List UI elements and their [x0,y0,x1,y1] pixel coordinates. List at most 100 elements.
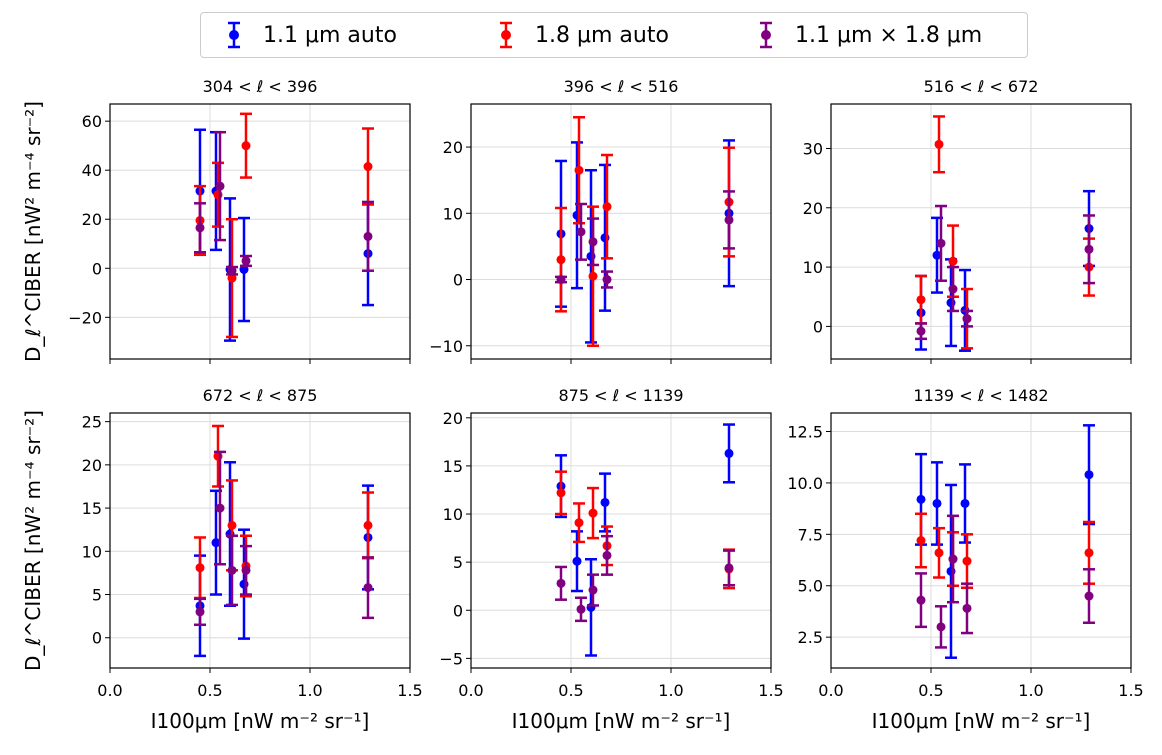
y-tick-label: −5 [439,649,463,668]
data-point [239,265,249,275]
subplot-title: 516 < ℓ < 672 [924,77,1039,96]
y-tick-label: 20 [82,210,102,229]
y-tick-label: 5 [453,553,463,572]
x-tick-label: 0.0 [97,681,122,700]
x-tick-label: 1.5 [397,681,422,700]
data-point [227,273,237,283]
subplot-title: 396 < ℓ < 516 [564,77,679,96]
data-point [960,498,970,508]
data-point [556,275,566,285]
data-point [724,448,734,458]
y-tick-label: 20 [443,409,463,428]
series-800080 [555,190,735,289]
y-tick-label: 25 [82,413,102,432]
y-tick-label: 10.0 [787,474,823,493]
y-tick-label: 20 [82,456,102,475]
legend-item-purple: 1.1 μm × 1.8 μm [751,13,982,57]
x-axis-label: I100μm [nW m⁻² sr⁻¹] [512,709,731,733]
y-tick-label: 0 [92,259,102,278]
subplot-title: 672 < ℓ < 875 [203,386,318,405]
data-point [556,488,566,498]
legend-swatch-blue [228,21,240,49]
data-point [1084,244,1094,254]
data-point [588,585,598,595]
y-tick-label: 15 [443,457,463,476]
axes-frame [109,412,411,669]
series-800080 [555,534,735,623]
y-tick-label: 0 [453,271,463,290]
legend-swatch-red [500,21,512,49]
x-tick-label: 1.0 [297,681,322,700]
legend-swatch-dot [501,30,511,40]
legend: 1.1 μm auto 1.8 μm auto 1.1 μm × 1.8 μm [200,12,1028,58]
subplot-4: 0 5 10 15 20 25 0.0 0.5 1.0 1.5 672 < ℓ < 875 I100μ… [21,386,423,733]
data-point [934,139,944,149]
data-point [576,604,586,614]
data-point [1084,470,1094,480]
data-point [363,162,373,172]
data-point [916,536,926,545]
y-tick-label: 15 [82,499,102,518]
y-tick-label: −20 [68,308,102,327]
data-point [588,237,598,247]
y-tick-label: 10 [82,542,102,561]
data-point [602,202,612,212]
x-tick-label: 1.5 [1118,681,1143,700]
series-800080 [915,514,1095,649]
axes-frame [109,103,411,360]
x-axis-label: I100μm [nW m⁻² sr⁻¹] [151,709,370,733]
y-tick-label: 0 [453,601,463,620]
data-point [556,255,566,265]
data-point [948,256,958,266]
data-point [576,227,586,237]
data-point [1084,548,1094,558]
data-point [227,565,237,575]
data-point [724,215,734,225]
axes-frame [830,103,1132,360]
data-point [572,556,582,566]
data-point [916,595,926,605]
data-point [241,256,251,266]
y-tick-label: 40 [82,161,102,180]
subplot-5: −5 0 5 10 15 20 0.0 0.5 1.0 1.5 875 < ℓ < 1139 I100… [439,386,783,733]
x-tick-label: 1.5 [758,681,783,700]
subplot-3: 0 10 20 30 516 < ℓ < 672 [803,77,1132,364]
legend-label: 1.1 μm × 1.8 μm [795,22,983,48]
axes-frame [830,412,1132,669]
data-point [600,497,610,507]
subplot-2: −10 0 10 20 396 < ℓ < 516 [429,77,772,364]
y-tick-label: 0 [92,629,102,648]
data-point [215,181,225,191]
subplot-title: 875 < ℓ < 1139 [558,386,683,405]
axes-frame [470,103,772,360]
legend-item-blue: 1.1 μm auto [219,13,397,57]
data-point [936,238,946,248]
data-point [932,250,942,260]
data-point [916,494,926,504]
y-tick-label: 5 [92,586,102,605]
y-tick-label: 12.5 [787,423,823,442]
y-tick-label: 20 [803,199,823,218]
data-point [602,275,612,285]
data-point [916,326,926,336]
x-tick-label: 0.0 [458,681,483,700]
legend-swatch-dot [229,30,239,40]
y-tick-label: 5.0 [798,577,823,596]
data-point [363,520,373,530]
data-point [948,284,958,294]
y-tick-label: −10 [429,337,463,356]
x-tick-label: 0.0 [818,681,843,700]
y-tick-label: 10 [443,505,463,524]
series-0000ff [915,424,1095,659]
legend-item-red: 1.8 μm auto [491,13,669,57]
data-point [948,554,958,564]
y-tick-label: 2.5 [798,628,823,647]
subplot-6: 2.5 5.0 7.5 10.0 12.5 0.0 0.5 1.0 1.5 1139 < ℓ < … [787,386,1143,733]
y-tick-label: 0 [813,317,823,336]
x-axis-label: I100μm [nW m⁻² sr⁻¹] [872,709,1091,733]
x-tick-label: 1.0 [1018,681,1043,700]
series-800080 [915,204,1095,341]
series-800080 [194,130,374,276]
data-point [932,498,942,508]
